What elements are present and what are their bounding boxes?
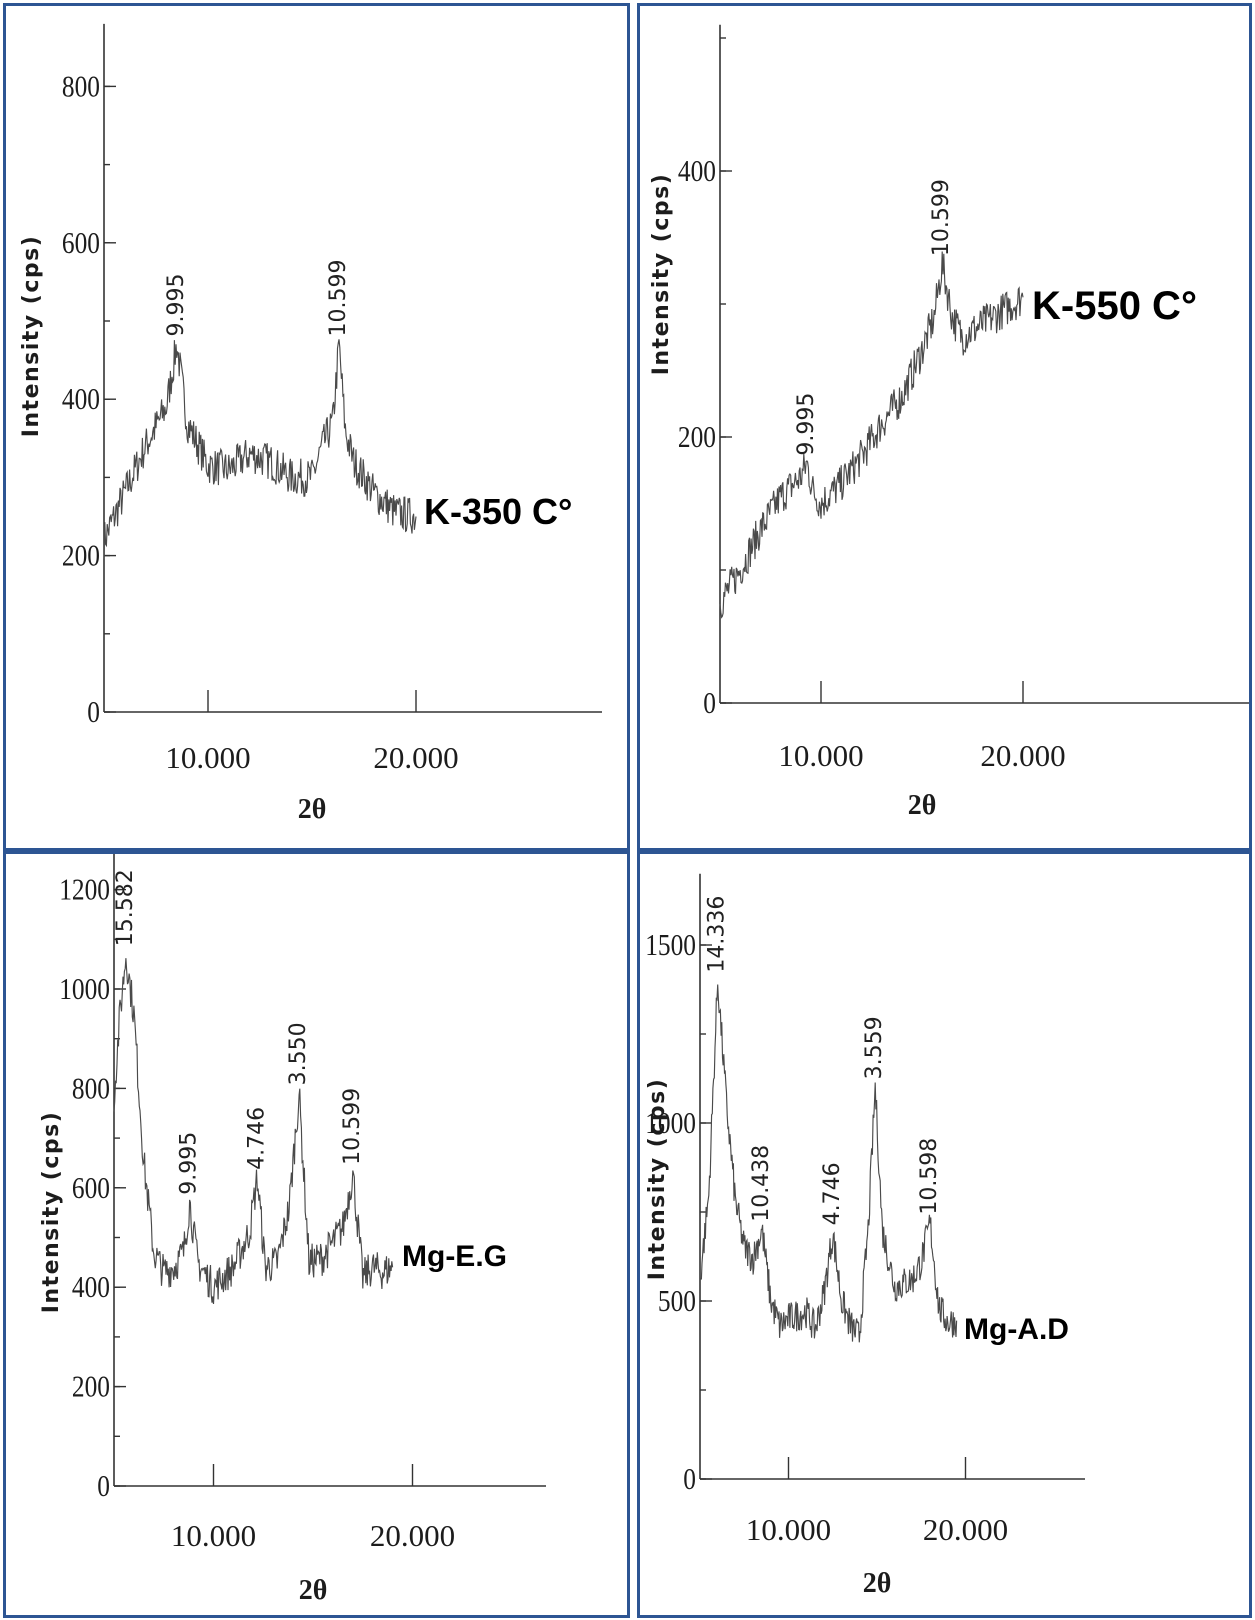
y-axis-title: Intensity (cps) bbox=[645, 1078, 670, 1281]
peak-label: 10.599 bbox=[929, 179, 954, 256]
chart-panel-mg-eg: 0 200 400 600 800 1000 1200 10.000 20.000 2θ Inten… bbox=[3, 851, 630, 1618]
y-tick-label: 0 bbox=[87, 696, 100, 730]
peak-label: 3.550 bbox=[286, 1022, 311, 1085]
peak-label: 9.995 bbox=[164, 273, 189, 336]
y-tick-label: 200 bbox=[678, 421, 716, 455]
diffraction-trace bbox=[699, 984, 958, 1343]
peak-label: 14.336 bbox=[705, 896, 730, 973]
y-tick-label: 1200 bbox=[59, 873, 110, 907]
y-axis-title: Intensity (cps) bbox=[39, 1111, 64, 1314]
y-tick-label: 1500 bbox=[645, 929, 696, 963]
y-tick-label: 0 bbox=[703, 687, 716, 721]
x-axis-title: 2θ bbox=[299, 1575, 328, 1606]
y-tick-label: 1000 bbox=[645, 1107, 696, 1141]
y-tick-label: 800 bbox=[62, 70, 100, 104]
x-axis-title: 2θ bbox=[908, 790, 937, 821]
peak-label: 3.559 bbox=[862, 1016, 887, 1079]
x-tick-label: 10.000 bbox=[165, 740, 250, 775]
x-tick-label: 20.000 bbox=[373, 740, 458, 775]
x-axis-title: 2θ bbox=[863, 1568, 892, 1599]
y-tick-label: 0 bbox=[683, 1463, 696, 1497]
y-tick-label: 600 bbox=[62, 227, 100, 261]
diffraction-trace bbox=[719, 251, 1024, 619]
peak-label: 4.746 bbox=[820, 1162, 845, 1225]
y-tick-label: 400 bbox=[72, 1271, 110, 1305]
diffraction-trace bbox=[113, 958, 394, 1305]
y-tick-label: 600 bbox=[72, 1172, 110, 1206]
chart-panel-k350: 0 200 400 600 800 10.000 20.000 2θ Intensity (cp… bbox=[3, 3, 630, 851]
y-axis-title: Intensity (cps) bbox=[649, 173, 674, 376]
x-axis-title: 2θ bbox=[298, 794, 327, 825]
y-tick-label: 200 bbox=[72, 1370, 110, 1404]
xrd-plot-svg: 0 200 400 10.000 20.000 2θ Intensity (cps) 9.99… bbox=[649, 24, 1249, 821]
peak-label: 4.746 bbox=[244, 1107, 269, 1170]
x-tick-label: 20.000 bbox=[923, 1512, 1008, 1547]
x-tick-label: 10.000 bbox=[746, 1512, 831, 1547]
peak-label: 10.599 bbox=[326, 259, 351, 336]
y-tick-label: 0 bbox=[97, 1470, 110, 1504]
sample-label: Mg-A.D bbox=[964, 1313, 1069, 1346]
y-tick-label: 1000 bbox=[59, 973, 110, 1007]
xrd-plot-svg: 0 200 400 600 800 10.000 20.000 2θ Intensity (cp… bbox=[19, 23, 602, 825]
x-tick-label: 20.000 bbox=[980, 738, 1065, 773]
y-tick-label: 800 bbox=[72, 1072, 110, 1106]
sample-label: Mg-E.G bbox=[402, 1240, 507, 1273]
diffraction-trace bbox=[103, 339, 417, 559]
y-tick-label: 400 bbox=[62, 383, 100, 417]
sample-label: K-350 C° bbox=[424, 491, 572, 532]
sample-label: K-550 C° bbox=[1032, 284, 1197, 328]
peak-label: 9.995 bbox=[177, 1132, 202, 1195]
chart-panel-mg-ad: 0 500 1000 1500 10.000 20.000 2θ Intensity (cps… bbox=[637, 851, 1252, 1618]
xrd-plot-svg: 0 200 400 600 800 1000 1200 10.000 20.000 2θ Inten… bbox=[39, 854, 546, 1606]
chart-panel-k550: 0 200 400 10.000 20.000 2θ Intensity (cps) 9.99… bbox=[637, 3, 1252, 851]
x-tick-label: 10.000 bbox=[778, 738, 863, 773]
peak-label: 15.582 bbox=[113, 869, 138, 946]
xrd-plot-svg: 0 500 1000 1500 10.000 20.000 2θ Intensity (cps… bbox=[645, 873, 1085, 1599]
x-tick-label: 10.000 bbox=[171, 1518, 256, 1553]
peak-label: 10.598 bbox=[917, 1138, 942, 1215]
y-tick-label: 200 bbox=[62, 539, 100, 573]
peak-label: 10.599 bbox=[340, 1088, 365, 1165]
y-tick-label: 500 bbox=[658, 1285, 696, 1319]
y-axis-title: Intensity (cps) bbox=[19, 235, 44, 438]
y-tick-label: 400 bbox=[678, 155, 716, 189]
peak-label: 9.995 bbox=[794, 393, 819, 456]
peak-label: 10.438 bbox=[749, 1145, 774, 1222]
x-tick-label: 20.000 bbox=[370, 1518, 455, 1553]
